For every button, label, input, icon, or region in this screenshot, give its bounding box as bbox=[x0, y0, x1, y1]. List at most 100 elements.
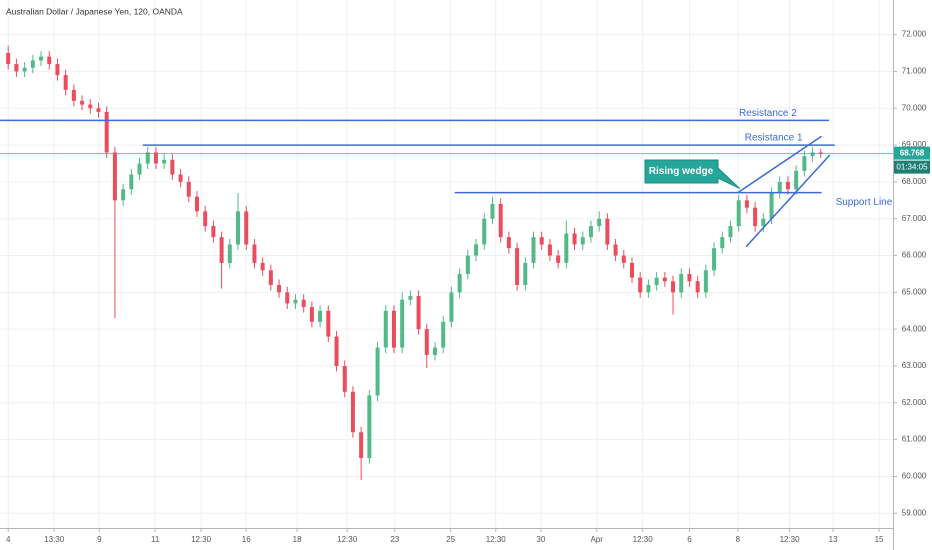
candle-body bbox=[55, 64, 60, 76]
candle-body bbox=[785, 181, 790, 190]
candle-body bbox=[802, 156, 807, 171]
trend-line-label: Resistance 1 bbox=[745, 133, 803, 144]
candle-body bbox=[662, 277, 667, 282]
candle-body bbox=[646, 284, 651, 293]
x-tick-label: 6 bbox=[687, 535, 692, 544]
candle-body bbox=[104, 111, 109, 153]
y-tick-label: 62.000 bbox=[902, 398, 927, 407]
candle-body bbox=[441, 321, 446, 348]
candle-body bbox=[753, 207, 758, 227]
candle-body bbox=[556, 255, 561, 263]
candle-body bbox=[39, 56, 44, 61]
candle-body bbox=[474, 244, 479, 256]
candle-body bbox=[408, 296, 413, 300]
candle-body bbox=[728, 226, 733, 238]
candle-body bbox=[605, 218, 610, 245]
y-tick-label: 68.000 bbox=[902, 177, 927, 186]
trend-line-label: Support Line bbox=[836, 197, 893, 208]
candle-body bbox=[293, 299, 298, 304]
y-tick-label: 60.000 bbox=[902, 472, 927, 481]
y-tick-label: 71.000 bbox=[902, 67, 927, 76]
candle-body bbox=[695, 281, 700, 293]
candle-body bbox=[638, 277, 643, 293]
candle-body bbox=[145, 152, 150, 164]
candle-body bbox=[679, 273, 684, 293]
candle-body bbox=[539, 237, 544, 245]
candle-body bbox=[112, 152, 117, 201]
candle-body bbox=[277, 284, 282, 293]
candle-body bbox=[433, 347, 438, 355]
candle-body bbox=[621, 255, 626, 263]
candle-body bbox=[178, 174, 183, 182]
countdown-box bbox=[894, 160, 930, 174]
candle-body bbox=[449, 292, 454, 322]
candle-body bbox=[326, 310, 331, 337]
candle-body bbox=[14, 64, 19, 72]
y-tick-label: 59.000 bbox=[902, 508, 927, 517]
x-tick-label: 12:30 bbox=[337, 535, 358, 544]
candle-body bbox=[359, 432, 364, 459]
x-tick-label: 12:30 bbox=[191, 535, 212, 544]
candle-body bbox=[6, 53, 11, 65]
y-tick-label: 69.000 bbox=[902, 140, 927, 149]
candle-body bbox=[342, 365, 347, 392]
candle-body bbox=[712, 248, 717, 271]
candle-body bbox=[744, 200, 749, 208]
candle-body bbox=[629, 262, 634, 278]
candle-body bbox=[375, 347, 380, 396]
candle-body bbox=[818, 152, 823, 154]
x-tick-label: 15 bbox=[875, 535, 884, 544]
candle-body bbox=[350, 391, 355, 433]
candle-body bbox=[687, 273, 692, 282]
candle-body bbox=[523, 262, 528, 285]
callout-box bbox=[644, 159, 741, 190]
candle-body bbox=[96, 108, 101, 112]
candle-body bbox=[769, 192, 774, 219]
candle-body bbox=[88, 104, 93, 109]
callout-label: Rising wedge bbox=[649, 166, 714, 177]
candle-body bbox=[457, 273, 462, 293]
x-tick-label: 9 bbox=[97, 535, 102, 544]
candle-body bbox=[515, 248, 520, 285]
x-tick-label: 12:30 bbox=[486, 535, 507, 544]
candle-body bbox=[424, 329, 429, 355]
candle-body bbox=[400, 299, 405, 348]
x-tick-label: 13:30 bbox=[44, 535, 65, 544]
candle-body bbox=[597, 218, 602, 227]
candle-body bbox=[219, 237, 224, 263]
candle-body bbox=[531, 237, 536, 263]
candle-body bbox=[30, 60, 35, 68]
candle-body bbox=[227, 244, 232, 263]
candle-body bbox=[268, 270, 273, 285]
candle-body bbox=[736, 200, 741, 227]
y-tick-label: 65.000 bbox=[902, 287, 927, 296]
candle-body bbox=[580, 237, 585, 245]
candle-body bbox=[547, 244, 552, 256]
x-tick-label: 4 bbox=[6, 535, 11, 544]
y-tick-label: 66.000 bbox=[902, 251, 927, 260]
candle-body bbox=[63, 75, 68, 90]
candle-body bbox=[285, 292, 290, 304]
candle-body bbox=[777, 181, 782, 193]
candle-body bbox=[47, 56, 52, 65]
chart-title: Australian Dollar / Japanese Yen, 120, O… bbox=[6, 6, 183, 16]
candle-body bbox=[720, 237, 725, 249]
candle-body bbox=[794, 170, 799, 190]
candle-body bbox=[153, 152, 158, 164]
x-tick-label: 11 bbox=[151, 535, 160, 544]
candle-body bbox=[564, 233, 569, 263]
candle-body bbox=[367, 395, 372, 459]
y-tick-label: 70.000 bbox=[902, 103, 927, 112]
candle-body bbox=[301, 299, 306, 308]
candle-body bbox=[162, 159, 167, 164]
last-price-box bbox=[894, 146, 930, 160]
candle-body bbox=[334, 336, 339, 366]
candle-body bbox=[810, 152, 815, 157]
candle-body bbox=[383, 310, 388, 348]
candle-body bbox=[490, 203, 495, 219]
candle-body bbox=[572, 233, 577, 245]
trend-line bbox=[737, 135, 823, 194]
candle-body bbox=[588, 226, 593, 238]
candle-body bbox=[654, 277, 659, 285]
